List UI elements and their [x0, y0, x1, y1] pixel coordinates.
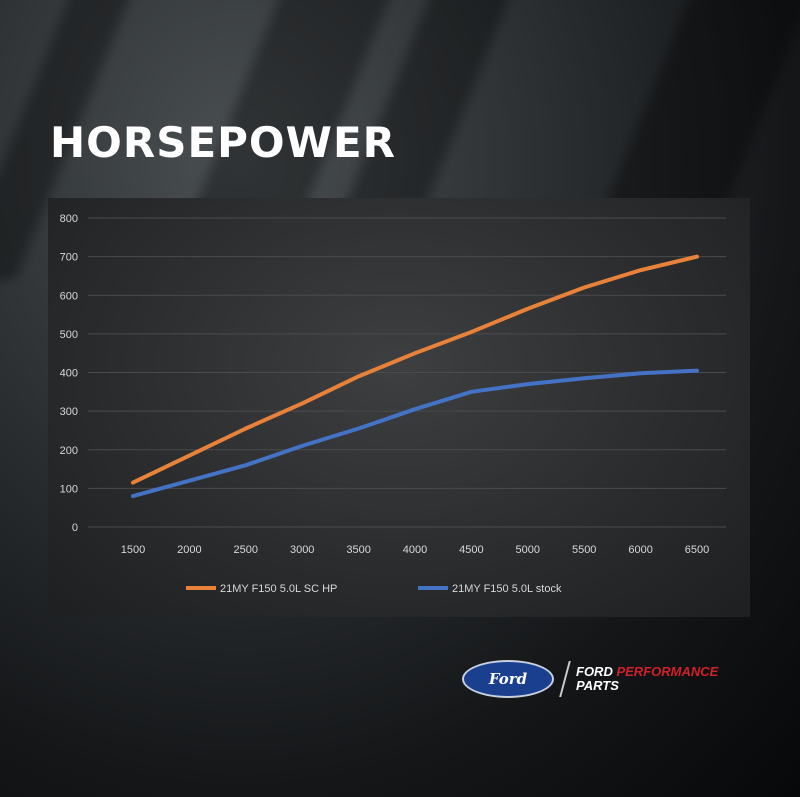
horsepower-chart: 0 100 200 300 400 500 600 700 800 1500 2000 2500 300…: [60, 213, 726, 595]
y-tick-label: 200: [60, 445, 78, 457]
y-tick-label: 300: [60, 406, 78, 418]
brand-performance: PERFORMANCE: [616, 664, 719, 679]
x-tick-label: 5000: [516, 544, 540, 556]
x-tick-label: 4000: [403, 544, 427, 556]
y-tick-label: 600: [60, 290, 78, 302]
y-tick-label: 100: [60, 483, 78, 495]
x-tick-label: 2500: [234, 544, 258, 556]
y-tick-label: 800: [60, 213, 78, 225]
brand-parts: PARTS: [576, 678, 619, 693]
x-tick-label: 6000: [628, 544, 652, 556]
series-line: [131, 368, 699, 499]
x-tick-label: 2000: [177, 544, 201, 556]
x-tick-label: 1500: [121, 544, 145, 556]
ford-logo: Ford: [462, 660, 554, 698]
brand-logos: Ford FORD PERFORMANCE PARTS: [462, 660, 718, 698]
series-line: [131, 254, 699, 485]
x-tick-label: 4500: [459, 544, 483, 556]
x-tick-label: 3000: [290, 544, 314, 556]
y-tick-label: 700: [60, 252, 78, 264]
page-title: HORSEPOWER: [50, 118, 396, 167]
chart-panel: 0 100 200 300 400 500 600 700 800 1500 2000 2500 300…: [48, 198, 750, 617]
x-tick-label: 3500: [346, 544, 370, 556]
logo-divider: [559, 661, 571, 697]
legend-label: 21MY F150 5.0L stock: [452, 583, 562, 595]
x-tick-label: 6500: [685, 544, 709, 556]
y-tick-label: 400: [60, 368, 78, 380]
x-tick-label: 5500: [572, 544, 596, 556]
y-tick-label: 0: [72, 522, 78, 534]
y-tick-label: 500: [60, 329, 78, 341]
legend-label: 21MY F150 5.0L SC HP: [220, 583, 337, 595]
brand-ford: FORD: [576, 664, 613, 679]
